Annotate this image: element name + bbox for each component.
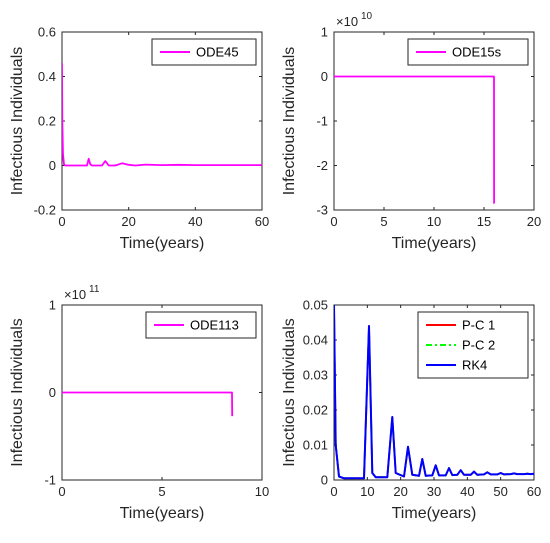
y-tick-label: 0 <box>321 69 328 84</box>
x-tick-label: 20 <box>393 484 407 499</box>
series-line-ode15s <box>334 75 496 205</box>
legend-entry-label: RK4 <box>462 358 487 373</box>
y-tick-label: -0.2 <box>34 203 56 218</box>
legend-entry-label: P-C 2 <box>462 338 495 353</box>
panel-2: 0 5 10 15 20-3-2-101×10 10Time(years)Infectio… <box>281 11 541 252</box>
y-tick-label: 1 <box>321 25 328 40</box>
x-axis-label: Time(years) <box>392 505 477 522</box>
series-line-ode113 <box>62 391 234 417</box>
legend-entry-label: ODE45 <box>196 45 239 60</box>
x-tick-label: 5 <box>380 214 387 229</box>
y-tick-label: -1 <box>44 473 56 488</box>
y-tick-label: 0 <box>49 385 56 400</box>
x-tick-label: 5 <box>158 484 165 499</box>
panel-4: 0 10 20 30 40 50 60 0 0.01 0.02 0.03 0.04 0.05 Time(y… <box>281 298 541 523</box>
series-line-ode45 <box>62 63 262 167</box>
x-tick-label: 10 <box>427 214 441 229</box>
legend-entry-label: ODE15s <box>452 45 502 60</box>
y-tick-label: 0.01 <box>303 438 328 453</box>
y-tick-label: 0.02 <box>303 403 328 418</box>
x-tick-label: 40 <box>460 484 474 499</box>
y-tick-label: 0.04 <box>303 333 328 348</box>
y-tick-label: 0.05 <box>303 298 328 313</box>
x-axis-label: Time(years) <box>120 505 205 522</box>
x-tick-label: 0 <box>330 214 337 229</box>
x-axis-label: Time(years) <box>120 235 205 252</box>
x-tick-label: 0 <box>58 484 65 499</box>
x-tick-label: 60 <box>527 484 541 499</box>
y-axis-label: Infectious Individuals <box>9 47 26 196</box>
axis-exponent-label: ×10 <box>64 287 86 302</box>
y-tick-label: 0 <box>321 473 328 488</box>
legend: ODE15s <box>407 38 529 66</box>
y-tick-label: 0.03 <box>303 368 328 383</box>
x-tick-label: 0 <box>58 214 65 229</box>
x-tick-label: 0 <box>330 484 337 499</box>
y-axis-label: Infectious Individuals <box>281 47 298 196</box>
y-axis-label: Infectious Individuals <box>9 318 26 467</box>
y-tick-label: 0.6 <box>38 25 56 40</box>
x-tick-label: 30 <box>427 484 441 499</box>
y-tick-label: 0 <box>49 158 56 173</box>
x-tick-label: 40 <box>188 214 202 229</box>
x-tick-label: 50 <box>493 484 507 499</box>
series-line-rk4 <box>334 305 534 480</box>
y-tick-label: 1 <box>49 298 56 313</box>
x-tick-label: 20 <box>527 214 541 229</box>
axis-exponent-label: ×10 <box>336 14 358 29</box>
panel-1: 0 20 40 60-0.200.20.40.6Time(years)Infectio… <box>9 25 269 253</box>
x-axis-label: Time(years) <box>392 235 477 252</box>
legend-entry-label: ODE113 <box>190 318 239 333</box>
legend: P-C 1 P-C 2 RK4 <box>417 311 529 379</box>
y-tick-label: 0.4 <box>38 69 56 84</box>
x-tick-label: 10 <box>255 484 269 499</box>
axis-exponent-power: 10 <box>361 11 373 22</box>
y-tick-label: -3 <box>316 203 328 218</box>
y-axis-label: Infectious Individuals <box>281 318 298 467</box>
y-tick-label: 0.2 <box>38 114 56 129</box>
legend: ODE113 <box>145 311 257 339</box>
x-tick-label: 10 <box>360 484 374 499</box>
legend-entry-label: P-C 1 <box>462 318 495 333</box>
x-tick-label: 15 <box>477 214 491 229</box>
x-tick-label: 20 <box>121 214 135 229</box>
y-tick-label: -2 <box>316 158 328 173</box>
y-tick-label: -1 <box>316 114 328 129</box>
axis-exponent-power: 11 <box>89 284 100 295</box>
x-tick-label: 60 <box>255 214 269 229</box>
legend: ODE45 <box>151 38 257 66</box>
